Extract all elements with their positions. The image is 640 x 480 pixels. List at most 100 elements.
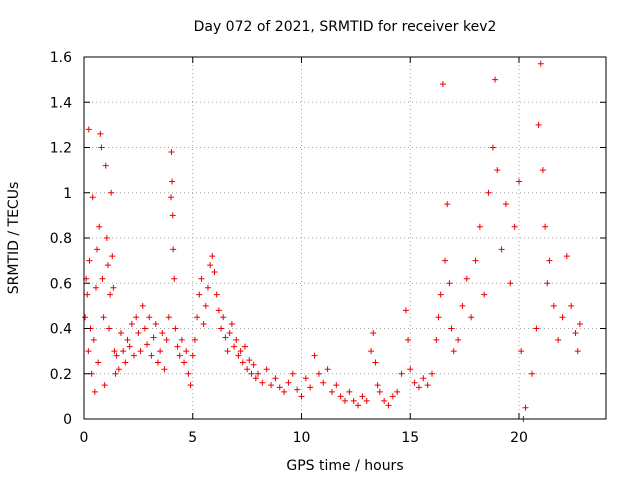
data-point [222, 334, 229, 341]
data-point [106, 325, 113, 332]
data-point [176, 352, 183, 359]
data-point [444, 201, 451, 208]
data-point [181, 359, 188, 366]
data-point [231, 343, 238, 350]
x-tick-label: 0 [80, 430, 89, 446]
data-point [183, 348, 190, 355]
data-point [159, 330, 166, 337]
data-point [250, 361, 257, 368]
data-point [101, 382, 108, 389]
data-point [185, 370, 192, 377]
data-point [518, 348, 525, 355]
data-point [328, 388, 335, 395]
data-point [100, 314, 107, 321]
data-point [102, 162, 109, 169]
data-point [359, 393, 366, 400]
data-point [385, 402, 392, 409]
data-point [94, 246, 101, 253]
data-point [220, 314, 227, 321]
data-point [248, 370, 255, 377]
data-point [171, 275, 178, 282]
data-point [202, 302, 209, 309]
data-point [204, 284, 211, 291]
data-point [239, 359, 246, 366]
y-tick-label: 0.2 [50, 367, 72, 383]
data-point [95, 359, 102, 366]
data-point [85, 126, 92, 133]
data-point [90, 336, 97, 343]
chart-title: Day 072 of 2021, SRMTID for receiver kev… [194, 19, 497, 35]
data-point [211, 268, 218, 275]
data-point [398, 370, 405, 377]
y-axis-label: SRMTID / TECUs [6, 182, 22, 295]
data-point [209, 253, 216, 260]
data-point [213, 291, 220, 298]
data-point [285, 379, 292, 386]
data-point [124, 336, 131, 343]
data-point [141, 325, 148, 332]
data-point [294, 386, 301, 393]
data-point [574, 348, 581, 355]
data-point [168, 194, 174, 201]
data-point [259, 379, 266, 386]
data-point [572, 330, 579, 337]
data-point [468, 314, 475, 321]
data-point [122, 359, 129, 366]
data-point [492, 76, 499, 83]
data-point [170, 246, 177, 253]
data-point [172, 325, 179, 332]
data-point [450, 348, 457, 355]
data-point [498, 246, 505, 253]
data-point [346, 388, 353, 395]
data-point [165, 314, 172, 321]
data-point [439, 81, 446, 88]
data-point [120, 348, 127, 355]
data-point [381, 397, 388, 404]
data-point [215, 307, 222, 314]
data-point [163, 336, 170, 343]
data-point [168, 149, 175, 156]
data-point [218, 325, 225, 332]
data-point [544, 280, 551, 287]
data-point [435, 314, 442, 321]
data-point [298, 393, 305, 400]
data-point [563, 253, 570, 260]
data-point [320, 379, 327, 386]
y-tick-label: 1.4 [50, 95, 72, 111]
data-point [542, 223, 549, 230]
x-tick-label: 20 [510, 430, 528, 446]
data-point [191, 336, 198, 343]
data-point [86, 257, 93, 264]
y-tick-label: 0.4 [50, 322, 72, 338]
data-point [169, 178, 176, 185]
data-point [446, 280, 453, 287]
data-point [104, 262, 111, 269]
data-point [311, 352, 318, 359]
data-point [559, 314, 566, 321]
y-tick-label: 1 [63, 186, 72, 202]
data-point [92, 284, 99, 291]
data-point [355, 402, 362, 409]
y-tick-label: 0.6 [50, 276, 72, 292]
y-tick-label: 1.6 [50, 50, 72, 66]
data-point [429, 370, 435, 377]
data-point [224, 348, 231, 355]
data-point [97, 130, 104, 137]
data-point [522, 404, 529, 411]
data-point [555, 336, 562, 343]
data-point [281, 388, 288, 395]
data-point [389, 393, 396, 400]
x-tick-label: 5 [188, 430, 197, 446]
data-point [537, 60, 544, 67]
data-point [550, 302, 557, 309]
data-point [189, 352, 196, 359]
data-point [103, 235, 110, 241]
data-point [85, 348, 92, 355]
data-point [178, 336, 185, 343]
y-tick-label: 1.2 [50, 141, 72, 157]
data-point [174, 343, 181, 350]
x-tick-label: 10 [293, 430, 311, 446]
data-point [263, 366, 270, 373]
data-point [442, 257, 449, 264]
data-point [407, 366, 414, 373]
